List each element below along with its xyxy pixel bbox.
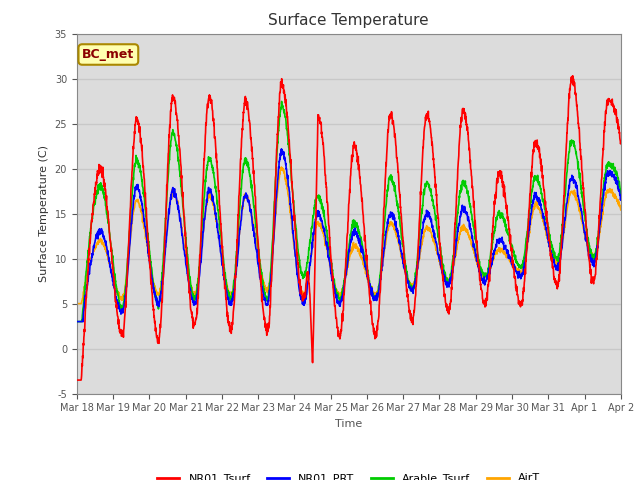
- Title: Surface Temperature: Surface Temperature: [269, 13, 429, 28]
- Text: BC_met: BC_met: [82, 48, 134, 61]
- Legend: NR01_Tsurf, NR01_PRT, Arable_Tsurf, AirT: NR01_Tsurf, NR01_PRT, Arable_Tsurf, AirT: [153, 469, 545, 480]
- X-axis label: Time: Time: [335, 419, 362, 429]
- Y-axis label: Surface Temperature (C): Surface Temperature (C): [39, 145, 49, 282]
